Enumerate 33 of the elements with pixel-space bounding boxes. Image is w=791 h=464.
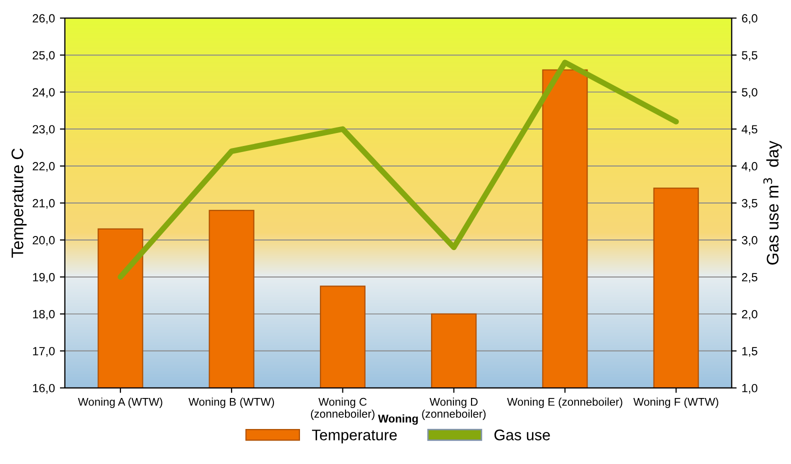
legend-label: Gas use — [494, 430, 550, 440]
x-tick-label: Woning B (WTW) — [188, 398, 274, 408]
y2-tick-label: 1,5 — [742, 347, 758, 357]
x-axis-title: Woning — [378, 414, 418, 425]
y2-tick-label: 1,0 — [742, 384, 758, 394]
y2-tick-label: 4,0 — [742, 162, 758, 172]
y-tick-label: 19,0 — [33, 272, 55, 283]
y-tick-label: 18,0 — [33, 310, 55, 320]
y-axis-title: Temperature C — [12, 148, 27, 258]
y-tick-label: 25,0 — [32, 51, 55, 61]
y-tick-label: 22,0 — [32, 162, 55, 172]
y2-tick-label: 5,0 — [742, 88, 758, 98]
y-tick-label: 21,0 — [32, 199, 55, 209]
x-tick-label: Woning E (zonneboiler) — [507, 398, 622, 408]
y2-tick-label: 6,0 — [742, 14, 758, 24]
y2-tick-label: 4,5 — [742, 125, 758, 135]
y2-tick-label: 5,5 — [742, 51, 758, 61]
y-tick-label: 20,0 — [32, 236, 55, 246]
y-tick-label: 26,0 — [32, 14, 55, 24]
y-tick-label: 17,0 — [33, 346, 55, 357]
y-tick-label: 23,0 — [32, 125, 55, 135]
y2-tick-label: 3,5 — [742, 199, 758, 209]
legend-label: Temperature — [312, 430, 397, 444]
x-tick-label: Woning C (zonneboiler) — [310, 398, 374, 420]
x-tick-label: Woning A (WTW) — [78, 398, 162, 408]
y2-tick-label: 2,5 — [742, 272, 758, 283]
y2-tick-label: 2,0 — [742, 310, 758, 320]
x-tick-label: Woning F (WTW) — [633, 398, 718, 408]
x-tick-label: Woning D (zonneboiler) — [422, 398, 486, 420]
y2-tick-label: 3,0 — [742, 236, 758, 246]
y-tick-label: 24,0 — [32, 88, 55, 98]
y2-axis-title: Gas use m$^{3}$ day — [763, 140, 782, 265]
y-tick-label: 16,0 — [33, 384, 55, 394]
